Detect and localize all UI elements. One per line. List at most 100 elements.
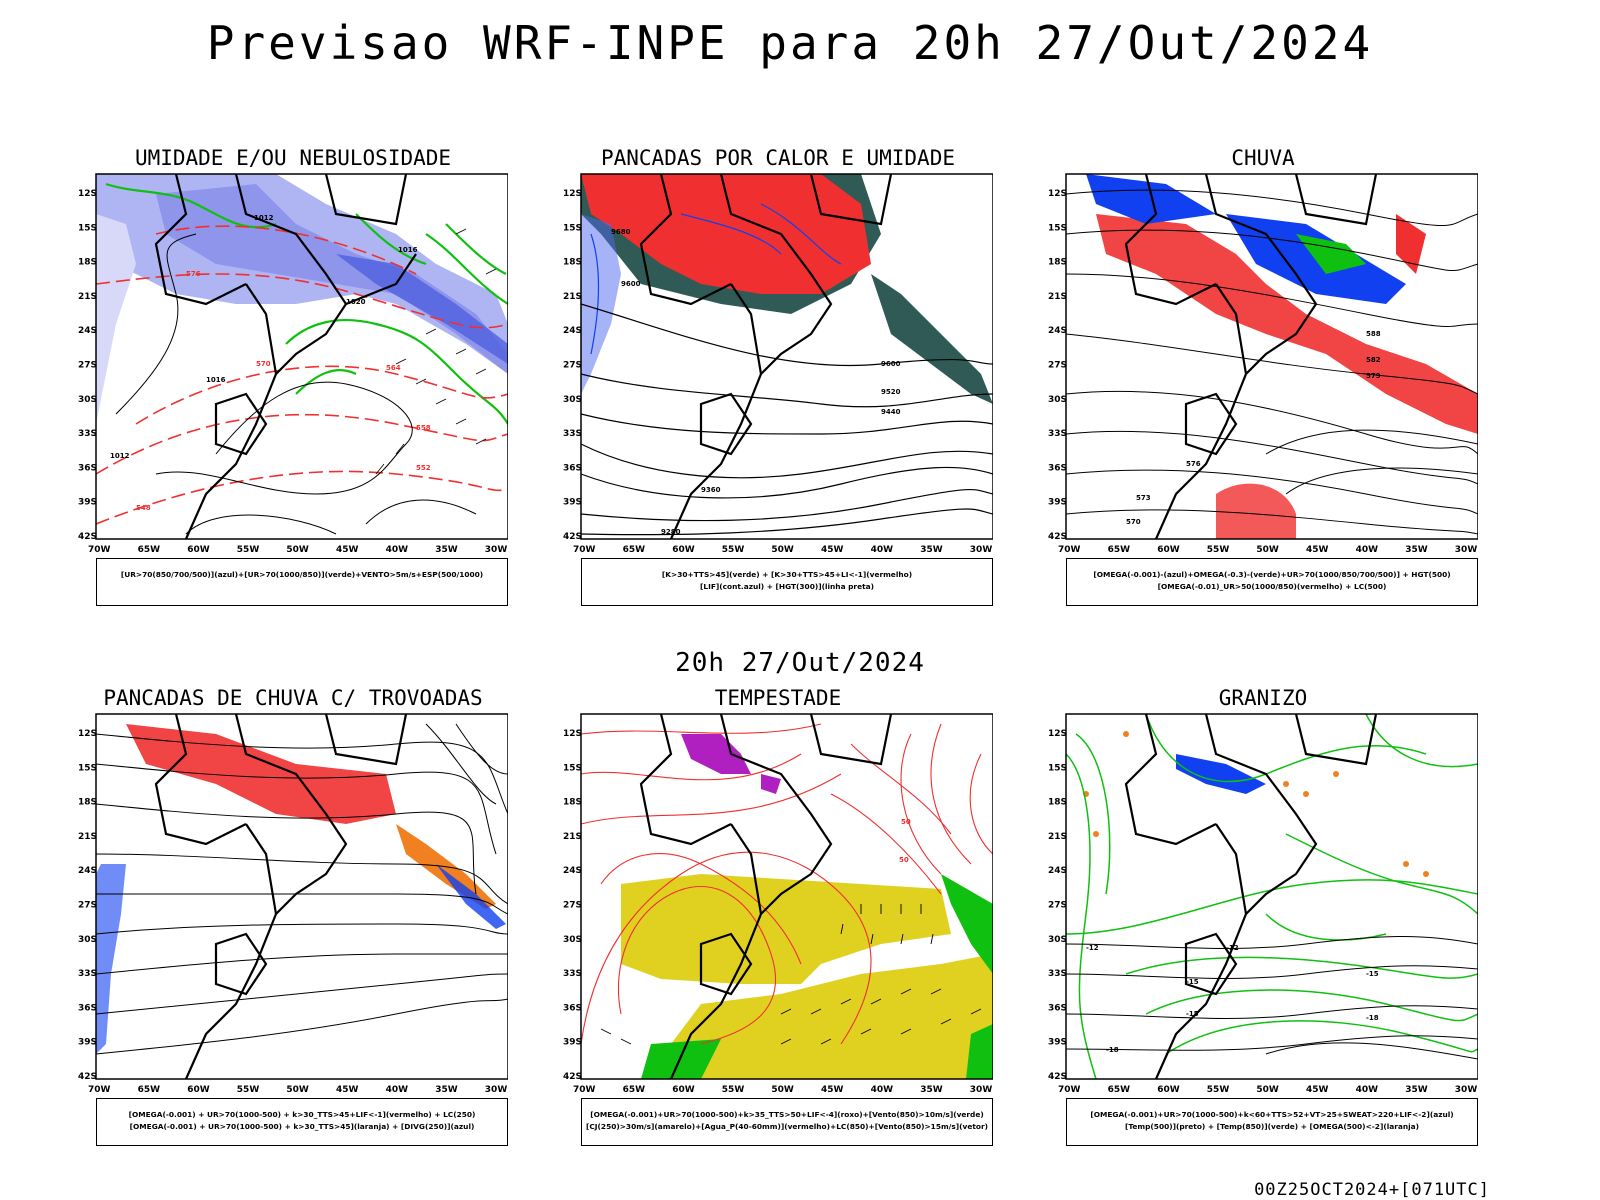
lat-tick-label: 24S xyxy=(1048,326,1067,336)
lat-tick-label: 36S xyxy=(78,463,97,473)
panel-legend: [UR>70(850/700/500)](azul)+[UR>70(1000/8… xyxy=(96,558,508,606)
map-umidade: 1012 1016 1020 1016 1012 576 570 564 558… xyxy=(78,173,508,555)
panel-title: PANCADAS DE CHUVA C/ TROVOADAS xyxy=(103,686,483,710)
lat-tick-label: 33S xyxy=(1048,969,1067,979)
lat-tick-label: 18S xyxy=(78,798,97,808)
lon-tick-label: 35W xyxy=(435,545,458,555)
lat-tick-label: 27S xyxy=(1048,361,1067,371)
contour-label: 588 xyxy=(1366,330,1381,338)
lat-tick-label: 15S xyxy=(1048,763,1067,773)
lat-tick-label: 36S xyxy=(1048,463,1067,473)
panel-pancadas-calor: PANCADAS POR CALOR E UMIDADE xyxy=(563,146,993,626)
lat-tick-label: 30S xyxy=(78,935,97,945)
lat-tick-label: 21S xyxy=(1048,832,1067,842)
lon-tick-label: 40W xyxy=(386,545,409,555)
lon-tick-label: 45W xyxy=(1306,545,1329,555)
lat-tick-label: 39S xyxy=(78,1038,97,1048)
lon-tick-label: 60W xyxy=(187,545,210,555)
lon-tick-label: 30W xyxy=(970,1085,993,1095)
lon-tick-label: 55W xyxy=(722,545,745,555)
lon-tick-label: 35W xyxy=(1405,545,1428,555)
contour-label: 576 xyxy=(1186,460,1201,468)
lon-tick-label: 40W xyxy=(1356,1085,1379,1095)
lat-tick-label: 30S xyxy=(1048,395,1067,405)
lon-tick-label: 45W xyxy=(821,545,844,555)
lon-tick-label: 30W xyxy=(1455,545,1478,555)
lat-tick-label: 15S xyxy=(563,223,582,233)
panel-legend: [OMEGA(-0.001)+UR>70(1000-500)+k>35_TTS>… xyxy=(581,1098,993,1146)
lat-tick-label: 39S xyxy=(1048,1038,1067,1048)
contour-label: -15 xyxy=(1366,970,1379,978)
contour-label: -18 xyxy=(1106,1046,1119,1054)
lat-tick-label: 24S xyxy=(1048,866,1067,876)
panel-legend: [OMEGA(-0.001) + UR>70(1000-500) + k>30_… xyxy=(96,1098,508,1146)
lon-tick-label: 65W xyxy=(623,1085,646,1095)
lon-tick-label: 50W xyxy=(771,1085,794,1095)
contour-label: 1016 xyxy=(398,246,418,254)
lon-tick-label: 30W xyxy=(485,1085,508,1095)
lon-tick-label: 45W xyxy=(336,1085,359,1095)
contour-label: 9600 xyxy=(881,360,901,368)
map-tempestade: 50 50 12S 15S 18S 21S 24S 27S 30S 33S 36S 39S 42S 7… xyxy=(563,713,993,1095)
lat-tick-label: 30S xyxy=(1048,935,1067,945)
lon-tick-label: 40W xyxy=(386,1085,409,1095)
panel-title: UMIDADE E/OU NEBULOSIDADE xyxy=(134,146,452,170)
lat-tick-label: 21S xyxy=(78,292,97,302)
lat-tick-label: 12S xyxy=(1048,189,1067,199)
lon-tick-label: 30W xyxy=(1455,1085,1478,1095)
lat-tick-label: 18S xyxy=(78,258,97,268)
lon-tick-label: 45W xyxy=(821,1085,844,1095)
lat-tick-label: 15S xyxy=(563,763,582,773)
contour-label: 552 xyxy=(416,464,431,472)
lon-tick-label: 55W xyxy=(1207,1085,1230,1095)
lat-tick-label: 39S xyxy=(563,498,582,508)
lat-tick-label: 33S xyxy=(563,969,582,979)
lat-tick-label: 33S xyxy=(78,429,97,439)
panel-granizo: GRANIZO xyxy=(1048,686,1478,1166)
lon-tick-label: 40W xyxy=(871,1085,894,1095)
lat-tick-label: 21S xyxy=(563,292,582,302)
lat-tick-label: 24S xyxy=(563,326,582,336)
lon-tick-label: 50W xyxy=(1256,1085,1279,1095)
lon-tick-label: 50W xyxy=(286,1085,309,1095)
map-chuva: 588 582 579 576 573 570 12S 15S 18S 21S 24S 2… xyxy=(1048,173,1478,555)
lon-tick-label: 60W xyxy=(187,1085,210,1095)
map-granizo: -12 -12 -15 -15 -15 -18 -18 12S 15S 18S 21S… xyxy=(1048,713,1478,1095)
panel-title: TEMPESTADE xyxy=(714,686,842,710)
lon-tick-label: 70W xyxy=(1058,1085,1081,1095)
lon-tick-label: 70W xyxy=(573,545,596,555)
lon-tick-label: 50W xyxy=(1256,545,1279,555)
lon-tick-label: 35W xyxy=(435,1085,458,1095)
lon-tick-label: 30W xyxy=(970,545,993,555)
contour-label: 570 xyxy=(1126,518,1141,526)
lon-tick-label: 35W xyxy=(1405,1085,1428,1095)
contour-label: 1020 xyxy=(346,298,366,306)
lat-tick-label: 15S xyxy=(78,223,97,233)
lat-tick-label: 18S xyxy=(563,798,582,808)
lon-tick-label: 70W xyxy=(573,1085,596,1095)
contour-label: 570 xyxy=(256,360,271,368)
contour-label: 558 xyxy=(416,424,431,432)
contour-label: 564 xyxy=(386,364,401,372)
lon-tick-label: 65W xyxy=(1108,1085,1131,1095)
lat-tick-label: 18S xyxy=(1048,798,1067,808)
lat-tick-label: 36S xyxy=(563,1003,582,1013)
contour-label: 1012 xyxy=(110,452,130,460)
lat-tick-label: 21S xyxy=(1048,292,1067,302)
lat-tick-label: 12S xyxy=(563,189,582,199)
panel-umidade: UMIDADE E/OU NEBULOSIDADE xyxy=(78,146,508,626)
panel-legend: [K>30+TTS>45](verde) + [K>30+TTS>45+LI<-… xyxy=(581,558,993,606)
lat-tick-label: 33S xyxy=(1048,429,1067,439)
lat-tick-label: 12S xyxy=(563,729,582,739)
lon-tick-label: 50W xyxy=(771,545,794,555)
lon-tick-label: 55W xyxy=(237,1085,260,1095)
lon-tick-label: 65W xyxy=(138,545,161,555)
panel-legend: [OMEGA(-0.001)-(azul)+OMEGA(-0.3)-(verde… xyxy=(1066,558,1478,606)
lat-tick-label: 42S xyxy=(1048,1072,1067,1082)
panel-title: GRANIZO xyxy=(1218,686,1308,710)
lat-tick-label: 12S xyxy=(78,729,97,739)
panel-title: CHUVA xyxy=(1231,146,1295,170)
lon-tick-label: 30W xyxy=(485,545,508,555)
run-id-footer: 00Z25OCT2024+[071UTC] xyxy=(1254,1180,1490,1200)
contour-label: 9440 xyxy=(881,408,901,416)
